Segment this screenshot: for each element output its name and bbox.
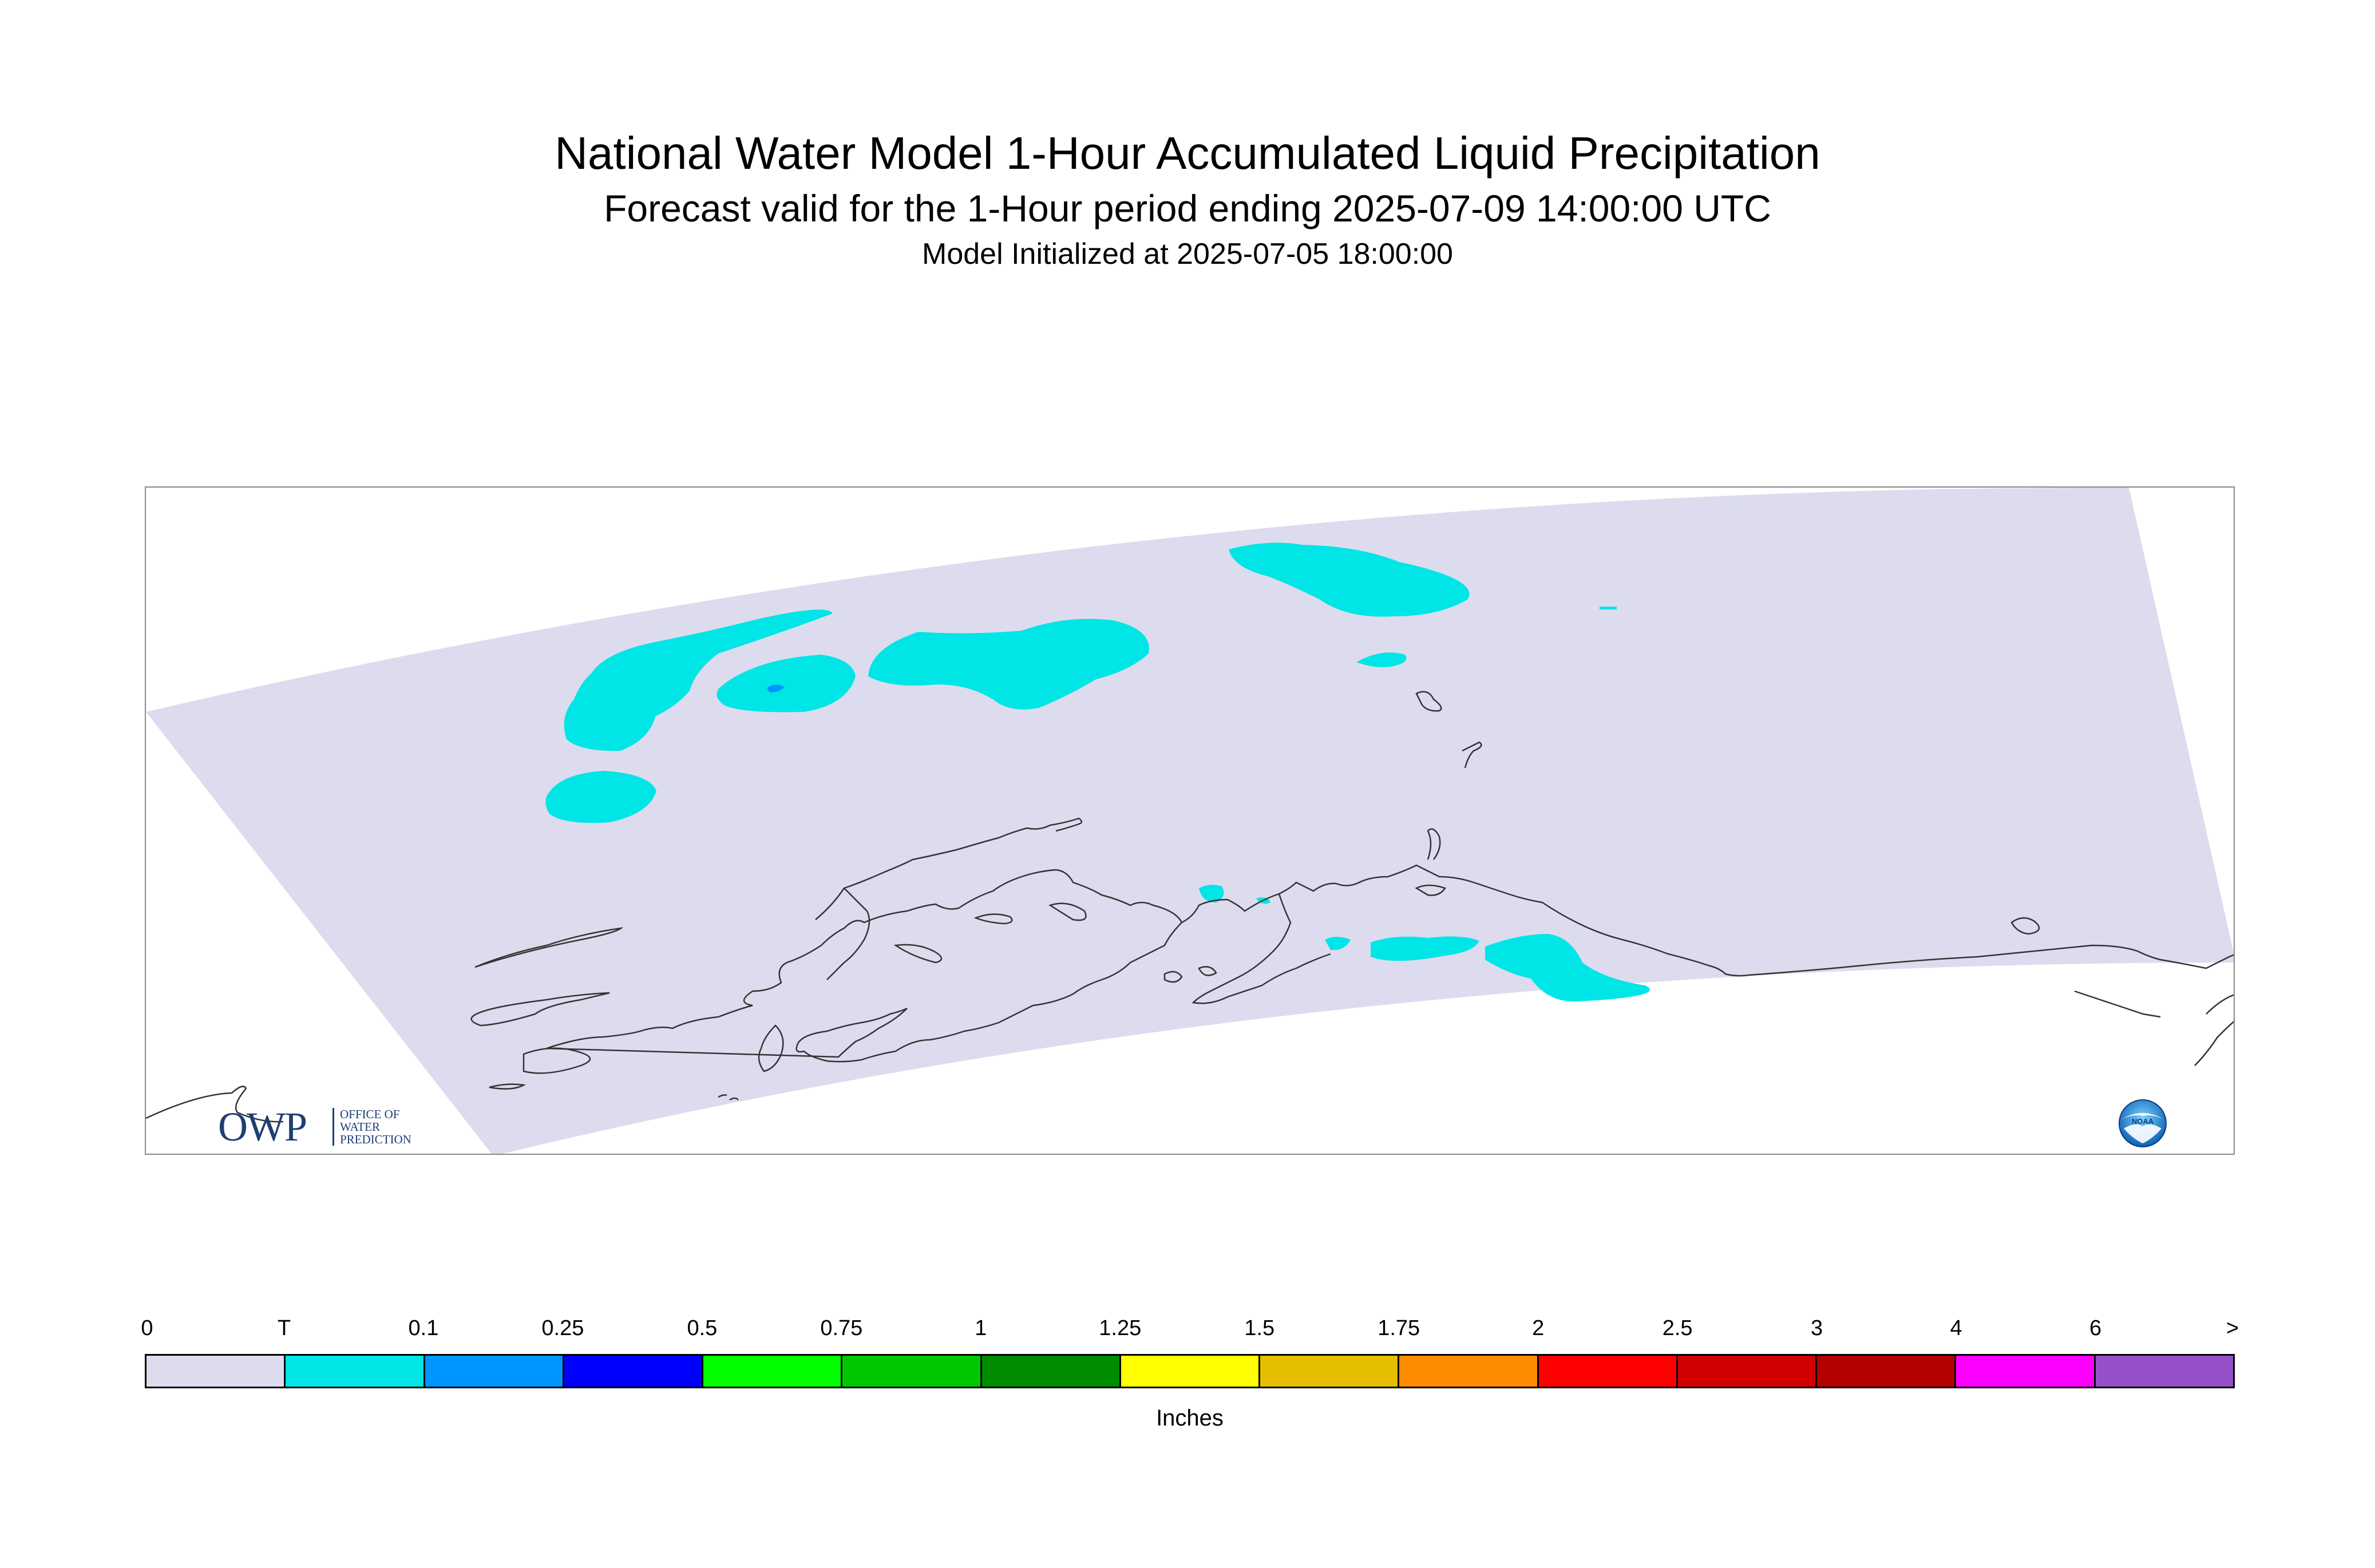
colorbar-segment xyxy=(286,1356,425,1387)
owp-logo-letters: OWP xyxy=(218,1104,307,1150)
legend-units-label: Inches xyxy=(1156,1405,1224,1431)
coastline-mainland xyxy=(489,1083,526,1090)
legend-tick-label: 6 xyxy=(2089,1316,2102,1340)
map-title: National Water Model 1-Hour Accumulated … xyxy=(555,128,1820,179)
colorbar xyxy=(145,1354,2235,1388)
precip-area xyxy=(1229,543,1470,617)
legend-tick-label: 0 xyxy=(141,1316,153,1340)
colorbar-segment xyxy=(703,1356,843,1387)
coastline-mainland xyxy=(2074,990,2161,1018)
precip-area xyxy=(1485,934,1650,1002)
precip-area xyxy=(545,771,656,823)
coastline-mainland xyxy=(546,869,1183,1063)
coastline-mainland xyxy=(146,1086,284,1123)
coastline-mainland xyxy=(1427,828,1441,860)
coastline-mainland xyxy=(2010,917,2040,935)
colorbar-segment xyxy=(147,1356,286,1387)
coastline-mainland xyxy=(815,817,1083,920)
coastline-mainland xyxy=(1181,864,2234,977)
legend-tick-label: 0.25 xyxy=(541,1316,584,1340)
legend-tick-label: 1.25 xyxy=(1099,1316,1142,1340)
noaa-logo: NOAA xyxy=(2119,1099,2167,1147)
model-init-line: Model Initialized at 2025-07-05 18:00:00 xyxy=(922,237,1453,271)
colorbar-segment xyxy=(564,1356,704,1387)
coastline-mainland xyxy=(1462,741,1482,769)
colorbar-segment xyxy=(1260,1356,1400,1387)
legend-tick-label: 0.5 xyxy=(687,1316,718,1340)
colorbar-segment xyxy=(425,1356,564,1387)
colorbar-segment xyxy=(1956,1356,2096,1387)
colorbar-segment xyxy=(1399,1356,1539,1387)
colorbar-segment xyxy=(1538,1356,1678,1387)
legend-tick-label: 4 xyxy=(1950,1316,1962,1340)
owp-logo: OWP OFFICE OF WATER PREDICTION xyxy=(218,1104,436,1149)
coastline-mainland xyxy=(718,1094,739,1101)
map-subtitle: Forecast valid for the 1-Hour period end… xyxy=(604,187,1771,229)
noaa-logo-text: NOAA xyxy=(2132,1117,2154,1126)
precip-area xyxy=(1199,885,1224,902)
precip-area xyxy=(717,655,856,712)
coastline-mainland xyxy=(1163,966,1217,983)
map-frame: OWP OFFICE OF WATER PREDICTION NOAA xyxy=(145,486,2235,1155)
precip-area xyxy=(868,619,1149,710)
legend-tick-label: 1 xyxy=(975,1316,987,1340)
precip-area xyxy=(1371,936,1479,961)
coastline-mainland xyxy=(2206,994,2234,1015)
colorbar-segment xyxy=(1817,1356,1957,1387)
coastline-mainland xyxy=(973,913,1013,925)
legend-tick-label: > xyxy=(2226,1316,2239,1340)
coastline-mainland xyxy=(1415,691,1442,712)
owp-logo-line: OFFICE OF xyxy=(340,1107,400,1121)
colorbar-segment xyxy=(2095,1356,2233,1387)
precip-low-area xyxy=(767,684,784,692)
coastline-mainland xyxy=(893,944,943,964)
colorbar-segment xyxy=(981,1356,1121,1387)
colorbar-segment xyxy=(1121,1356,1261,1387)
coastline-mainland xyxy=(758,1024,784,1072)
legend-tick-label: 2.5 xyxy=(1662,1316,1693,1340)
precip-area xyxy=(564,609,833,751)
map-canvas xyxy=(146,488,2234,1154)
coastline-mainland xyxy=(1048,902,1087,921)
legend-tick-label: 1.5 xyxy=(1244,1316,1275,1340)
coastline-mainland xyxy=(474,927,624,968)
colorbar-segment xyxy=(842,1356,982,1387)
colorbar-segment xyxy=(1677,1356,1818,1387)
precip-area xyxy=(1325,937,1351,951)
owp-logo-line: WATER xyxy=(340,1120,380,1134)
coastline-mainland xyxy=(1192,893,1331,1004)
coastline-mainland xyxy=(826,888,870,980)
precip-area xyxy=(1600,607,1617,609)
precip-trace-areas xyxy=(545,543,1650,1002)
owp-logo-subtitle: OFFICE OF WATER PREDICTION xyxy=(332,1108,411,1146)
legend-tick-label: T xyxy=(277,1316,291,1340)
coastline-mainland xyxy=(2194,1020,2234,1066)
legend-tick-label: 2 xyxy=(1532,1316,1545,1340)
coastline-mainland xyxy=(470,992,610,1027)
coastlines xyxy=(146,691,2234,1123)
precip-area xyxy=(1356,652,1407,667)
legend-tick-label: 0.1 xyxy=(408,1316,439,1340)
model-grid-domain xyxy=(146,488,2234,1154)
coastline-mainland xyxy=(1415,884,1446,896)
legend-tick-label: 1.75 xyxy=(1378,1316,1420,1340)
owp-logo-line: PREDICTION xyxy=(340,1133,411,1146)
legend-tick-label: 3 xyxy=(1811,1316,1823,1340)
legend-tick-label: 0.75 xyxy=(820,1316,863,1340)
